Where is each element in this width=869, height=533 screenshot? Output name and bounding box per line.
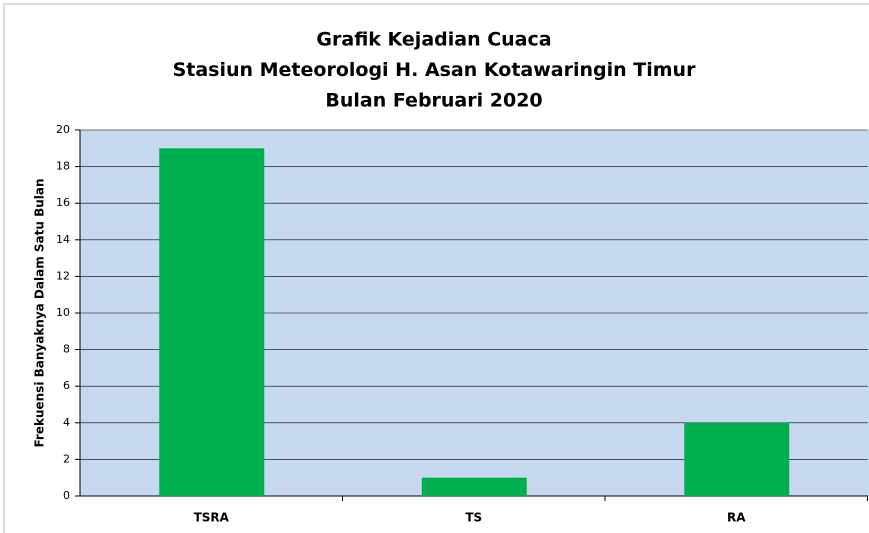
bar	[159, 148, 265, 497]
chart-title: Grafik Kejadian Cuaca	[316, 29, 551, 51]
bar	[684, 422, 790, 496]
chart-title: Stasiun Meteorologi H. Asan Kotawaringin…	[173, 59, 697, 81]
y-tick-label: 20	[56, 123, 70, 136]
y-tick-label: 12	[56, 269, 70, 282]
y-tick-label: 6	[63, 379, 70, 392]
bar	[421, 477, 527, 496]
y-tick-label: 4	[63, 416, 70, 429]
y-tick-label: 2	[63, 452, 70, 465]
y-tick-label: 10	[56, 306, 70, 319]
chart-title: Bulan Februari 2020	[325, 90, 542, 112]
y-axis-label: Frekuensi Banyaknya Dalam Satu Bulan	[33, 178, 47, 447]
x-tick-label: RA	[727, 511, 746, 525]
y-tick-label: 16	[56, 196, 70, 209]
y-tick-label: 8	[63, 343, 70, 356]
y-tick-label: 0	[63, 489, 70, 502]
x-tick-label: TSRA	[194, 511, 230, 525]
x-tick-label: TS	[465, 511, 482, 525]
y-tick-label: 18	[56, 160, 70, 173]
y-tick-label: 14	[56, 233, 70, 246]
